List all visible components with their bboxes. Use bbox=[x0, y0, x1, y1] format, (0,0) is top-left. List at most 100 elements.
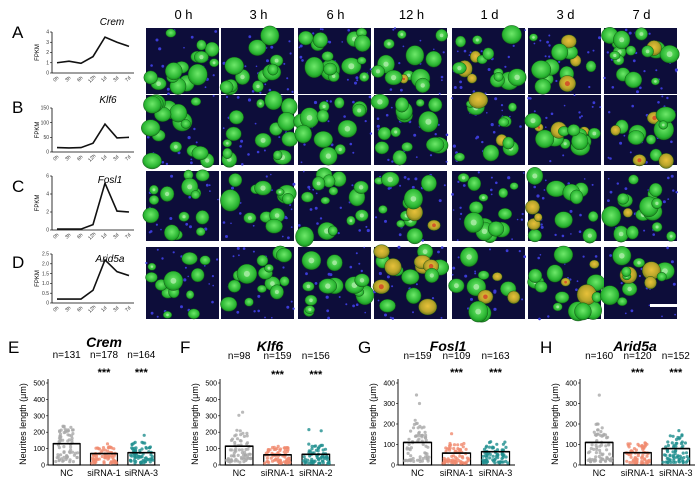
neuron-cell bbox=[327, 225, 338, 236]
nucleus-dot bbox=[355, 76, 359, 80]
nucleus-dot bbox=[675, 70, 678, 73]
data-point bbox=[409, 429, 413, 433]
nucleus-dot bbox=[490, 193, 493, 196]
neuron-cell bbox=[533, 212, 543, 222]
neuron-cell bbox=[374, 141, 390, 155]
nucleus-dot bbox=[578, 230, 582, 233]
data-point bbox=[76, 451, 80, 455]
data-point bbox=[106, 455, 110, 459]
nucleus-dot bbox=[540, 225, 544, 229]
data-point bbox=[594, 455, 598, 459]
data-point bbox=[70, 434, 74, 438]
data-point bbox=[418, 424, 422, 428]
data-point bbox=[676, 455, 680, 459]
data-point bbox=[501, 442, 505, 446]
nucleus-dot bbox=[270, 173, 272, 176]
data-point bbox=[452, 446, 456, 451]
cell-nucleus bbox=[306, 284, 311, 289]
neuron-cell bbox=[220, 189, 241, 212]
neuron-cell bbox=[621, 266, 632, 277]
neuron-cell bbox=[378, 205, 388, 214]
data-point bbox=[447, 446, 451, 450]
gene-title: Klf6 bbox=[99, 95, 117, 106]
neuron-cell bbox=[569, 189, 584, 205]
microscopy-tile bbox=[221, 90, 299, 168]
gene-title: Fosl1 bbox=[98, 175, 122, 186]
neuron-cell bbox=[163, 224, 180, 241]
nucleus-dot bbox=[624, 187, 628, 191]
data-point bbox=[240, 448, 244, 452]
neuron-cell bbox=[401, 142, 413, 152]
y-tick-label: 400 bbox=[383, 381, 395, 388]
nucleus-dot bbox=[539, 39, 542, 42]
y-tick-label: 2.0 bbox=[42, 262, 49, 268]
nucleus-dot bbox=[376, 124, 380, 128]
nucleus-dot bbox=[271, 316, 273, 319]
nucleus-dot bbox=[391, 285, 394, 288]
data-point bbox=[245, 442, 249, 446]
significance-mark: *** bbox=[135, 367, 149, 379]
nucleus-dot bbox=[486, 112, 488, 114]
data-point bbox=[307, 461, 311, 465]
neuron-cell bbox=[379, 298, 396, 313]
data-point bbox=[597, 393, 601, 397]
y-tick-label: 100 bbox=[565, 442, 577, 449]
data-point bbox=[490, 446, 495, 450]
data-point bbox=[319, 429, 323, 433]
neuron-cell bbox=[601, 205, 622, 227]
data-point bbox=[99, 450, 103, 454]
nucleus-dot bbox=[170, 174, 174, 178]
nucleus-dot bbox=[313, 100, 318, 105]
y-tick-label: 200 bbox=[205, 430, 217, 437]
neuron-cell bbox=[610, 124, 621, 136]
neuron-cell bbox=[420, 174, 437, 192]
nucleus-dot bbox=[429, 154, 433, 157]
data-point bbox=[629, 449, 634, 453]
x-tick-label: 12h bbox=[87, 74, 97, 84]
cell-nucleus bbox=[402, 77, 406, 81]
nucleus-dot bbox=[312, 188, 315, 191]
nucleus-dot bbox=[187, 136, 191, 140]
nucleus-dot bbox=[533, 42, 536, 45]
y-axis-label: Neurites length (μm) bbox=[550, 383, 560, 465]
data-point bbox=[595, 445, 599, 449]
data-point bbox=[489, 440, 493, 444]
data-point bbox=[589, 446, 593, 451]
nucleus-dot bbox=[346, 78, 349, 81]
bar-chart-g: G Fosl1 0 100 200 300 400 Neurites length (μm) N… bbox=[358, 338, 515, 478]
neuron-cell bbox=[187, 63, 208, 86]
data-point bbox=[277, 460, 281, 464]
data-point bbox=[604, 459, 608, 463]
nucleus-dot bbox=[211, 275, 214, 278]
nucleus-dot bbox=[377, 299, 380, 302]
microscopy-tile bbox=[293, 95, 373, 166]
panel-label-e: E bbox=[8, 338, 19, 357]
nucleus-dot bbox=[563, 104, 566, 107]
data-point bbox=[608, 459, 612, 463]
line-chart-b: B Klf6 0 50 100 150 0h 3h 6h 12h 1d 3d 7d FPKM bbox=[12, 95, 134, 163]
nucleus-dot bbox=[212, 74, 215, 77]
data-point bbox=[69, 445, 73, 449]
cell-nucleus bbox=[483, 294, 488, 300]
neuron-cell bbox=[199, 255, 211, 266]
nucleus-dot bbox=[629, 151, 632, 154]
y-tick-label: 500 bbox=[205, 381, 217, 388]
nucleus-dot bbox=[655, 69, 658, 72]
nucleus-dot bbox=[643, 229, 646, 232]
y-tick-label: 0 bbox=[46, 150, 49, 156]
nucleus-dot bbox=[674, 313, 676, 316]
y-tick-label: 200 bbox=[33, 430, 45, 437]
nucleus-dot bbox=[522, 172, 525, 174]
neuron-cell bbox=[165, 28, 177, 38]
nucleus-dot bbox=[550, 112, 554, 116]
data-point bbox=[409, 454, 413, 458]
category-label: siRNA-1 bbox=[621, 468, 655, 478]
nucleus-dot bbox=[474, 270, 476, 273]
y-tick-label: 0 bbox=[391, 463, 395, 470]
nucleus-dot bbox=[494, 97, 498, 101]
data-point bbox=[677, 429, 681, 433]
data-point bbox=[65, 454, 69, 458]
nucleus-dot bbox=[339, 206, 342, 209]
nucleus-dot bbox=[538, 317, 541, 321]
x-tick-label: 0h bbox=[52, 232, 60, 240]
